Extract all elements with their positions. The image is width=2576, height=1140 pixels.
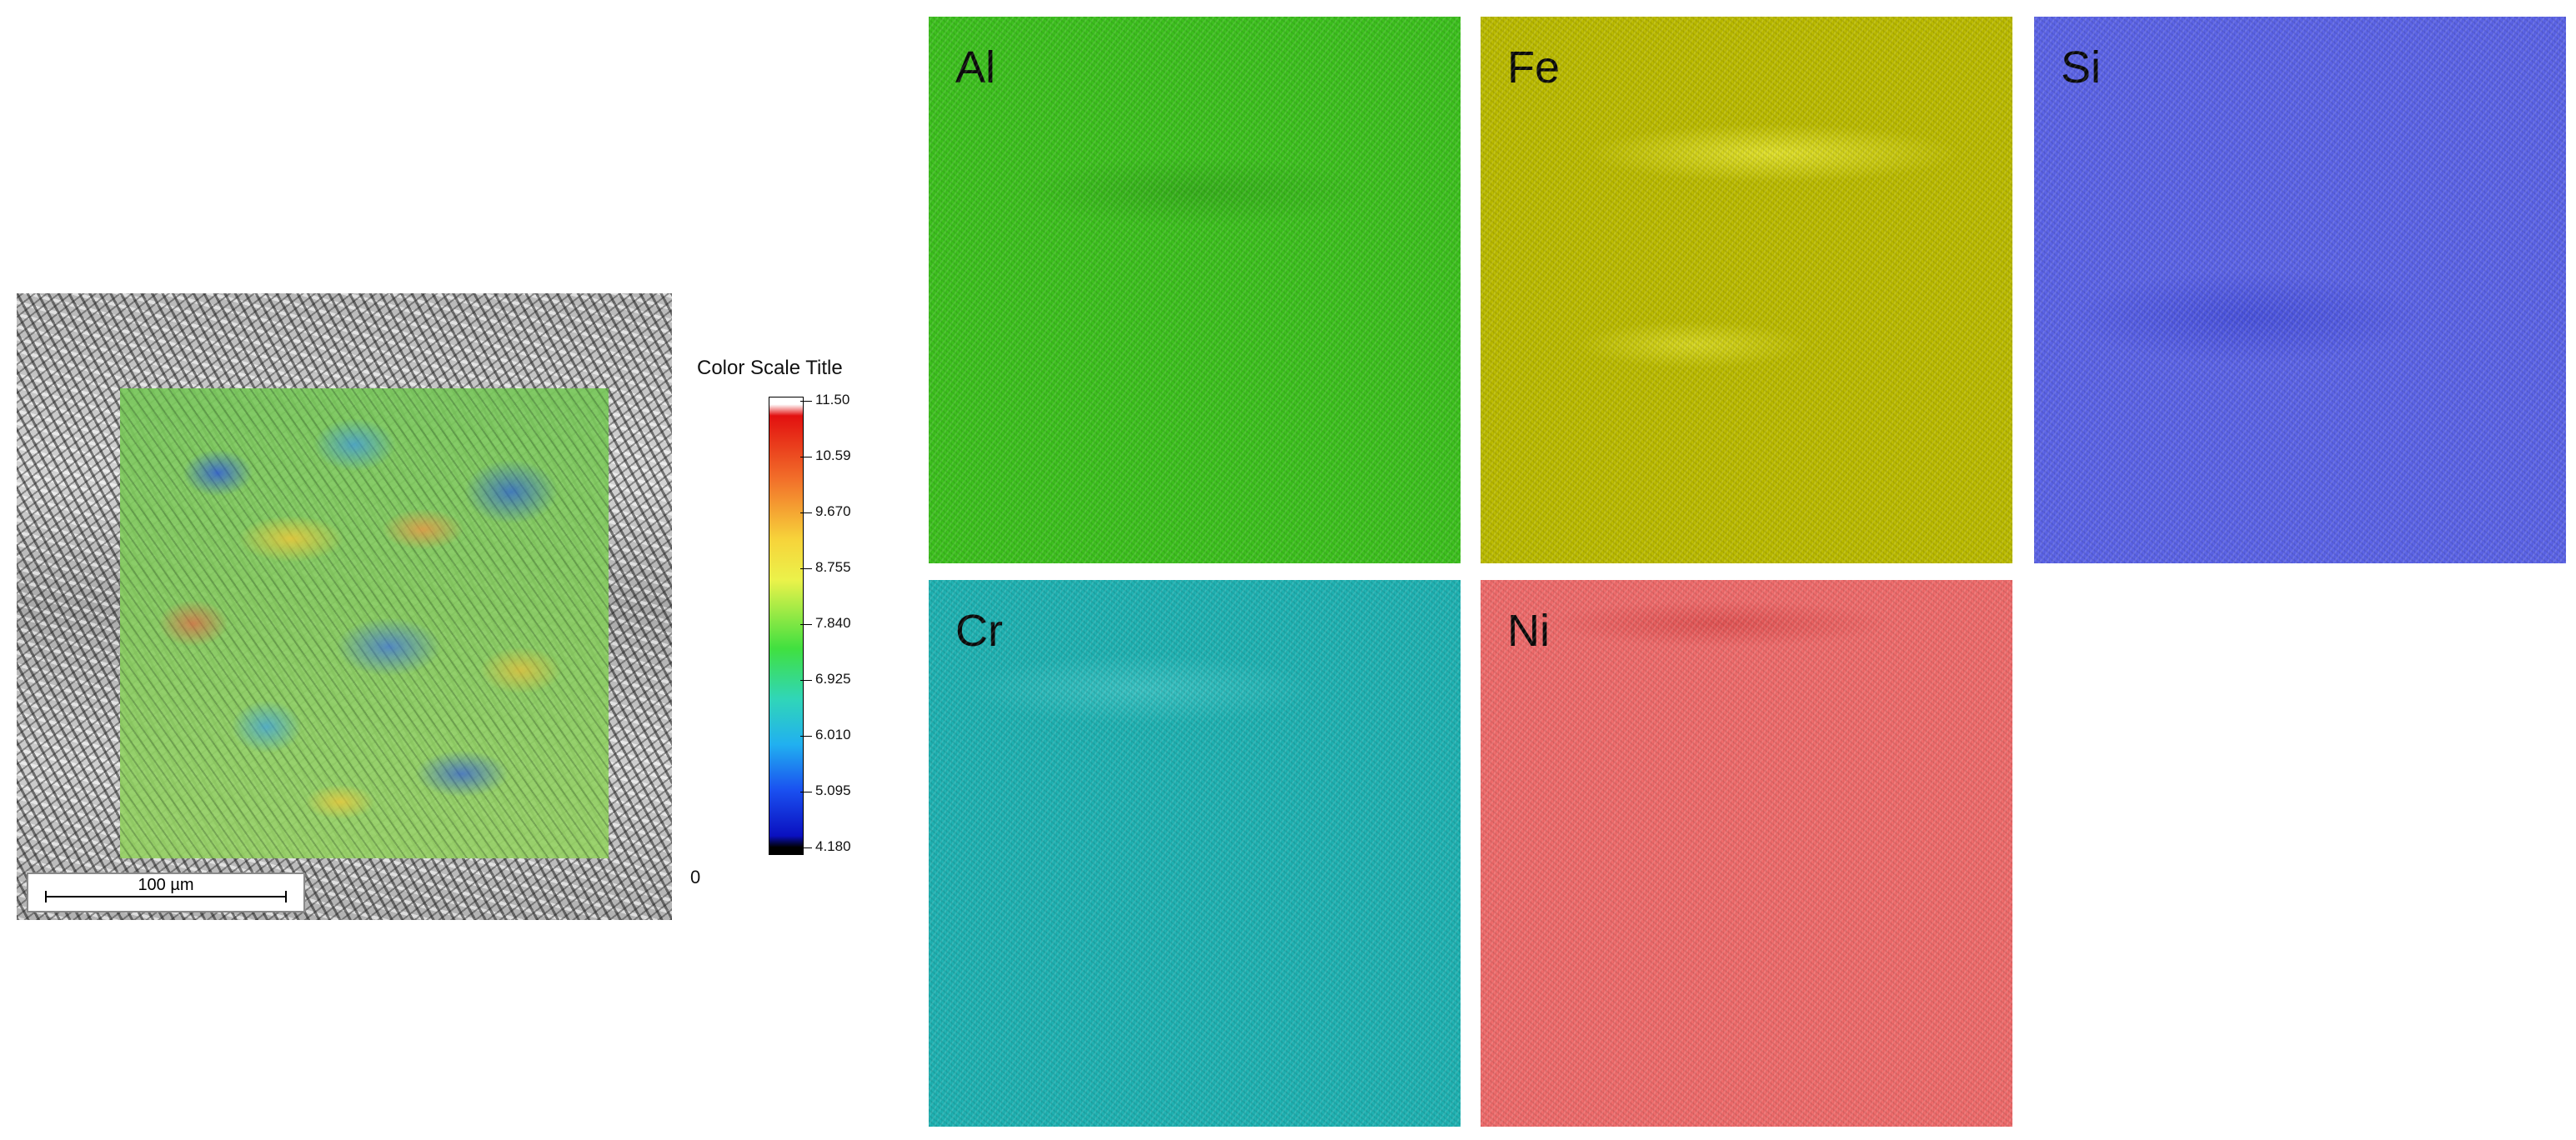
color-scale-tick-label: 5.095 — [815, 782, 851, 798]
element-map-si: Si — [2034, 17, 2566, 563]
color-scale-tick-label: 10.59 — [815, 448, 851, 463]
color-scale-tick-label: 6.925 — [815, 671, 851, 687]
color-scale-title: Color Scale Title — [697, 357, 843, 379]
color-scale-tick-label: 11.50 — [815, 392, 850, 408]
scale-bar: 100 µm — [27, 872, 305, 912]
color-scale-tick — [800, 568, 812, 569]
element-map-al: Al — [929, 17, 1461, 563]
scale-bar-line — [45, 891, 287, 902]
color-scale-tick-label: 9.670 — [815, 503, 851, 519]
color-scale-tick-label: 7.840 — [815, 615, 851, 631]
color-scale-tick — [800, 457, 812, 458]
color-scale-tick — [800, 401, 812, 402]
color-scale-tick — [800, 680, 812, 681]
microhardness-color-overlay — [120, 388, 609, 858]
sem-micrograph: 100 µm — [17, 293, 672, 920]
element-map-label: Ni — [1507, 606, 1550, 656]
element-map-cr: Cr — [929, 580, 1461, 1127]
element-map-ni: Ni — [1481, 580, 2012, 1127]
scale-bar-label: 100 µm — [138, 876, 194, 894]
element-map-fe: Fe — [1481, 17, 2012, 563]
color-scale-tick-label: 6.010 — [815, 727, 851, 742]
color-scale-tick-label: 4.180 — [815, 838, 851, 854]
element-map-label: Al — [955, 42, 996, 92]
color-scale-tick — [800, 512, 812, 513]
color-scale-tick — [800, 624, 812, 625]
stray-mark: 0 — [690, 867, 701, 888]
element-map-label: Fe — [1507, 42, 1561, 92]
color-scale-tick-label: 8.755 — [815, 559, 851, 575]
color-scale-tick — [800, 736, 812, 737]
element-map-label: Si — [2061, 42, 2102, 92]
color-scale-bar — [769, 397, 804, 855]
element-map-label: Cr — [955, 606, 1003, 656]
